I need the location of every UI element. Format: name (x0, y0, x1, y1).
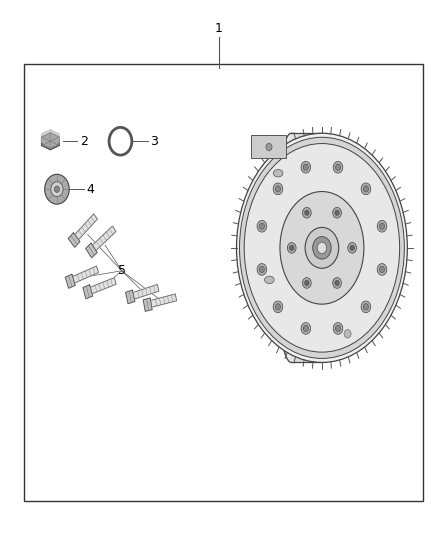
Circle shape (363, 185, 368, 192)
Circle shape (301, 322, 311, 334)
Polygon shape (42, 130, 59, 147)
Circle shape (273, 183, 283, 195)
Circle shape (287, 243, 296, 253)
Circle shape (301, 161, 311, 173)
Circle shape (350, 245, 354, 251)
Circle shape (363, 304, 368, 310)
Circle shape (305, 210, 309, 215)
Circle shape (305, 280, 309, 286)
Circle shape (290, 245, 294, 251)
Polygon shape (126, 290, 135, 304)
Circle shape (273, 301, 283, 313)
Circle shape (259, 223, 265, 229)
Circle shape (313, 237, 331, 259)
Circle shape (361, 183, 371, 195)
Circle shape (377, 264, 387, 276)
Circle shape (257, 220, 267, 232)
Circle shape (348, 243, 357, 253)
Circle shape (276, 185, 281, 192)
Circle shape (333, 322, 343, 334)
Circle shape (257, 264, 267, 276)
Circle shape (303, 164, 308, 171)
Circle shape (377, 220, 387, 232)
Ellipse shape (280, 191, 364, 304)
Text: 2: 2 (80, 135, 88, 148)
Ellipse shape (244, 143, 399, 352)
Circle shape (317, 242, 327, 254)
Polygon shape (291, 133, 322, 362)
Circle shape (335, 210, 339, 215)
Circle shape (54, 186, 60, 192)
Ellipse shape (240, 138, 404, 358)
Circle shape (336, 164, 341, 171)
Text: 5: 5 (118, 264, 126, 277)
Circle shape (379, 266, 385, 273)
Circle shape (266, 143, 272, 151)
Polygon shape (133, 285, 159, 299)
Polygon shape (90, 278, 116, 294)
Polygon shape (92, 226, 116, 251)
Text: 3: 3 (150, 135, 158, 148)
Ellipse shape (265, 276, 274, 284)
Circle shape (344, 329, 351, 338)
Polygon shape (65, 274, 75, 288)
Polygon shape (42, 133, 59, 150)
Circle shape (333, 161, 343, 173)
Bar (24, 64, 423, 501)
Circle shape (379, 223, 385, 229)
Text: 4: 4 (87, 183, 95, 196)
Circle shape (112, 131, 129, 152)
Polygon shape (68, 233, 80, 247)
Circle shape (303, 278, 311, 288)
Circle shape (51, 182, 63, 197)
Circle shape (332, 278, 341, 288)
Text: 1: 1 (215, 22, 223, 35)
Circle shape (45, 174, 69, 204)
Circle shape (276, 304, 281, 310)
Circle shape (303, 325, 308, 332)
Circle shape (305, 228, 339, 268)
Circle shape (332, 207, 341, 218)
FancyBboxPatch shape (251, 135, 286, 158)
Circle shape (335, 280, 339, 286)
Circle shape (336, 325, 341, 332)
Circle shape (259, 266, 265, 273)
Polygon shape (143, 298, 152, 311)
Polygon shape (86, 243, 97, 258)
Circle shape (361, 301, 371, 313)
Ellipse shape (273, 169, 283, 177)
Ellipse shape (275, 133, 308, 362)
Polygon shape (73, 266, 99, 283)
Circle shape (303, 207, 311, 218)
Polygon shape (75, 214, 97, 240)
Ellipse shape (237, 133, 407, 362)
Polygon shape (151, 294, 177, 307)
Polygon shape (83, 285, 92, 298)
